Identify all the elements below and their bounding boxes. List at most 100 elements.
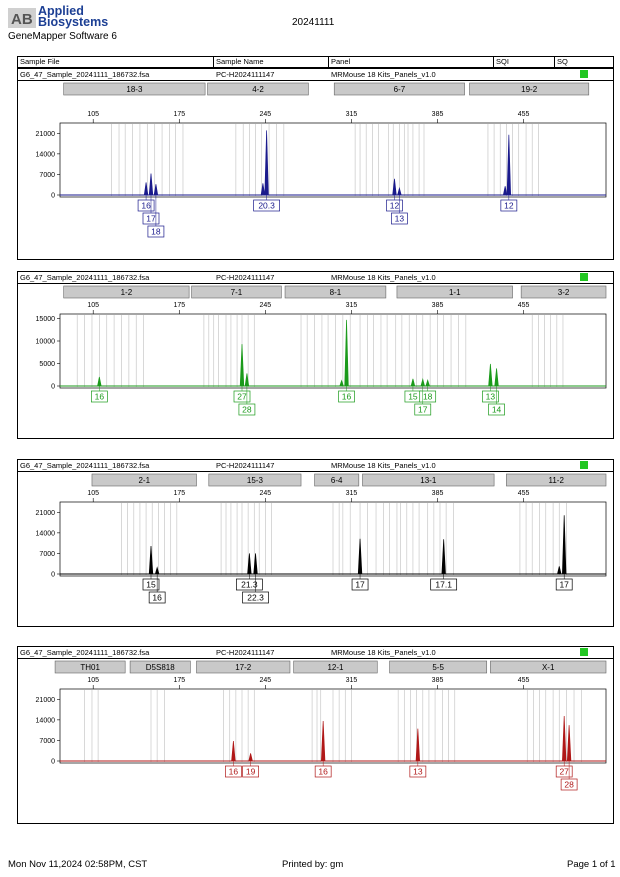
peak: [506, 134, 512, 196]
allele-label: 18: [151, 227, 161, 237]
x-tick-label: 105: [87, 490, 99, 497]
allele-box: [142, 212, 160, 225]
peak: [410, 378, 416, 387]
allele-box: [560, 778, 578, 791]
y-tick-label: 21000: [36, 510, 56, 517]
marker-label: 11-2: [548, 476, 564, 485]
panel-name: MRMouse 18 Kits_Panels_v1.0: [331, 70, 436, 79]
allele-box: [142, 578, 160, 591]
allele-box: [253, 199, 280, 212]
marker-bar: [314, 473, 360, 487]
peak: [244, 373, 250, 387]
marker-label: 1-1: [449, 288, 461, 297]
allele-box: [488, 403, 505, 416]
allele-label: 16: [342, 392, 352, 402]
peak: [420, 377, 425, 387]
allele-box: [351, 578, 369, 591]
red-dye-panel: G6_47_Sample_20241111_186732.fsa PC-H202…: [17, 646, 614, 824]
ab-logo-icon: AB: [8, 8, 36, 28]
y-tick-label: 14000: [36, 717, 56, 724]
allele-label: 17: [355, 580, 365, 590]
plot-frame: [59, 501, 607, 577]
x-tick-label: 175: [173, 677, 185, 684]
x-tick-label: 245: [260, 302, 272, 309]
allele-box: [386, 199, 403, 212]
allele-label: 16: [141, 201, 151, 211]
x-tick-label: 385: [432, 490, 444, 497]
peak: [441, 539, 446, 575]
allele-label: 13: [395, 214, 405, 224]
peak: [339, 379, 344, 387]
allele-label: 12: [390, 201, 400, 211]
marker-bar: [208, 473, 302, 487]
printed-by: Printed by: gm: [282, 859, 344, 870]
x-tick-label: 105: [87, 302, 99, 309]
allele-box: [391, 212, 408, 225]
marker-label: 19-2: [521, 85, 538, 94]
y-tick-label: 21000: [36, 131, 56, 138]
x-tick-label: 105: [87, 111, 99, 118]
marker-label: 17-2: [235, 663, 252, 672]
marker-bar: [191, 285, 282, 299]
sample-file: G6_47_Sample_20241111_186732.fsa: [20, 461, 150, 470]
allele-label: 13: [486, 392, 496, 402]
sample-name: PC-H2024111147: [216, 70, 275, 79]
marker-label: 2-1: [138, 476, 150, 485]
sample-row: G6_47_Sample_20241111_186732.fsa PC-H202…: [18, 460, 613, 472]
allele-label: 18: [423, 392, 433, 402]
x-tick-label: 105: [87, 677, 99, 684]
y-tick-label: 5000: [39, 361, 55, 368]
allele-box: [242, 765, 259, 778]
panel-name: MRMouse 18 Kits_Panels_v1.0: [331, 648, 436, 657]
allele-label: 14: [492, 405, 502, 415]
sample-file: G6_47_Sample_20241111_186732.fsa: [20, 70, 150, 79]
sample-row: G6_47_Sample_20241111_186732.fsa PC-H202…: [18, 647, 613, 659]
marker-label: 6-7: [394, 85, 406, 94]
allele-box: [409, 765, 427, 778]
allele-label: 21.3: [241, 580, 258, 590]
peak: [344, 319, 349, 387]
allele-box: [555, 578, 573, 591]
y-tick-label: 10000: [36, 339, 56, 346]
sample-file: G6_47_Sample_20241111_186732.fsa: [20, 648, 150, 657]
peak: [321, 721, 326, 762]
peak: [239, 344, 245, 387]
brand-line-1: Applied: [38, 4, 84, 18]
x-tick-label: 175: [173, 490, 185, 497]
green-dye-panel: G6_47_Sample_20241111_186732.fsa PC-H202…: [17, 271, 614, 439]
marker-label: 6-4: [331, 476, 343, 485]
marker-bar: [389, 660, 488, 674]
col-panel: Panel: [331, 57, 351, 66]
x-tick-label: 315: [346, 677, 358, 684]
allele-label: 28: [242, 405, 252, 415]
sample-name: PC-H2024111147: [216, 648, 275, 657]
status-ok-indicator: [580, 648, 588, 656]
allele-label: 16: [229, 767, 239, 777]
allele-box: [414, 403, 432, 416]
marker-label: 4-2: [252, 85, 264, 94]
peak: [566, 725, 572, 762]
peak: [253, 553, 258, 575]
y-tick-label: 7000: [39, 738, 55, 745]
allele-box: [500, 199, 518, 212]
marker-bar: [520, 285, 607, 299]
peak: [155, 566, 160, 575]
allele-box: [147, 225, 165, 238]
peak: [425, 378, 430, 387]
marker-bar: [469, 82, 590, 96]
marker-label: 18-3: [126, 85, 143, 94]
electropherogram-red: TH01 D5S818 17-2 12-1 5-5 X-1 105 175 245 315 385 4…: [36, 660, 607, 791]
marker-bar: [362, 473, 495, 487]
marker-label: 5-5: [432, 663, 444, 672]
marker-bar: [63, 285, 190, 299]
marker-bar: [63, 82, 206, 96]
y-tick-label: 0: [51, 384, 55, 391]
x-tick-label: 175: [173, 111, 185, 118]
allele-box: [225, 765, 242, 778]
software-name: GeneMapper Software 6: [8, 31, 117, 42]
black-dye-panel: G6_47_Sample_20241111_186732.fsa PC-H202…: [17, 459, 614, 627]
y-tick-label: 15000: [36, 316, 56, 323]
marker-label: TH01: [80, 663, 100, 672]
allele-label: 28: [564, 780, 574, 790]
allele-label: 19: [246, 767, 256, 777]
